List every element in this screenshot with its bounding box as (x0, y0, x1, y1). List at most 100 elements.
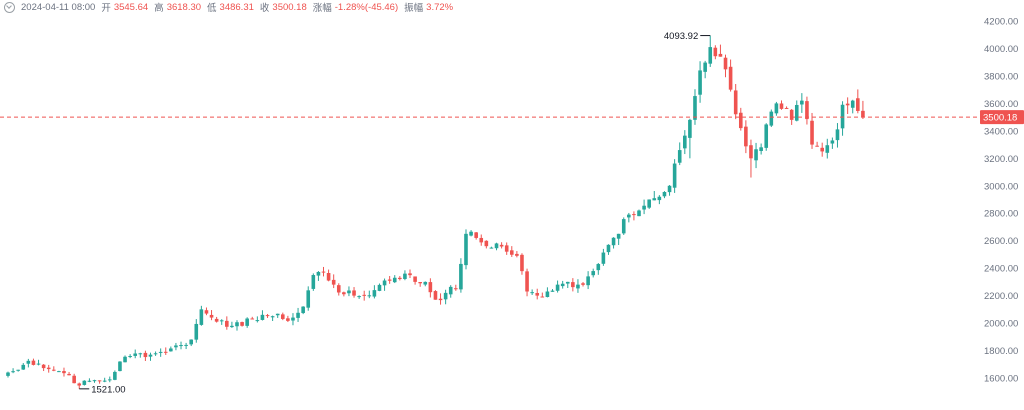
candle-body (830, 140, 835, 144)
candle-body (479, 237, 484, 243)
candle-body (627, 214, 631, 218)
candle-body (301, 306, 305, 314)
legend-amplitude-label: 振幅 (404, 3, 424, 14)
candle-body (46, 367, 51, 370)
candle-body (6, 372, 10, 376)
candle-body (637, 210, 641, 217)
candle-body (153, 353, 158, 355)
candle-body (474, 232, 478, 238)
candle-body (779, 103, 784, 109)
candle-body (82, 380, 87, 385)
current-price-tag (980, 110, 1024, 125)
candle-body (861, 110, 865, 118)
candle-body (540, 296, 545, 298)
candle-body (805, 101, 809, 120)
candle-body (769, 111, 774, 126)
candle-body (606, 244, 611, 253)
candle-body (621, 219, 626, 234)
candle-body (36, 363, 41, 365)
candle-body (591, 271, 596, 276)
candle-body (296, 312, 300, 318)
candle-body (169, 348, 173, 352)
candle-body (87, 380, 92, 382)
candle-body (596, 264, 601, 271)
candle-body (723, 57, 728, 70)
candle-body (113, 371, 117, 380)
candle-body (219, 320, 224, 322)
candle-body (11, 371, 15, 373)
candle-body (576, 284, 580, 289)
candle-body (31, 360, 36, 365)
candle-body (143, 352, 148, 358)
y-tick-label: 1600.00 (984, 374, 1018, 385)
candle-body (118, 361, 122, 372)
candle-body (489, 247, 494, 249)
candle-body (744, 126, 748, 147)
candle-body (642, 205, 646, 210)
candle-body (209, 314, 214, 318)
candle-body (683, 135, 687, 149)
candle-body (810, 120, 814, 145)
candle-body (245, 318, 249, 326)
candle-body (372, 290, 377, 297)
candle-body (57, 371, 61, 373)
candle-body (560, 283, 565, 287)
legend-open-value: 3545.64 (113, 1, 149, 13)
legend-low-label: 低 (207, 3, 217, 14)
candle-body (754, 149, 758, 161)
candle-body (62, 371, 66, 374)
y-tick-label: 3000.00 (984, 181, 1018, 192)
candle-body (174, 345, 178, 348)
candle-body (21, 364, 26, 370)
legend-high-value: 3618.30 (166, 1, 202, 13)
candle-body (698, 70, 702, 95)
candle-body (713, 47, 718, 57)
candle-body (382, 280, 387, 286)
candle-body (413, 276, 417, 282)
candle-body (433, 291, 438, 300)
candle-body (520, 254, 524, 272)
candle-body (688, 119, 692, 138)
candle-body (326, 273, 331, 281)
candle-body (459, 263, 463, 290)
y-tick-label: 2200.00 (984, 291, 1018, 302)
candle-body (504, 245, 509, 252)
candle-body (418, 282, 422, 284)
candle-body (179, 345, 183, 347)
candle-body (835, 129, 840, 141)
collapse-toggle-icon[interactable] (4, 1, 15, 13)
candle-body (708, 47, 713, 64)
candle-body (550, 290, 555, 292)
candle-body (647, 199, 651, 208)
candle-body (311, 275, 316, 289)
candle-body (255, 320, 260, 322)
candle-body (77, 383, 82, 386)
candle-body (260, 314, 265, 320)
y-tick-label: 3400.00 (984, 126, 1018, 137)
legend-amplitude-value: 3.72% (426, 1, 454, 13)
candle-body (428, 282, 433, 293)
candle-body (286, 318, 290, 321)
candle-body (677, 150, 682, 163)
candle-body (352, 290, 356, 296)
candle-body (51, 369, 56, 371)
candle-body (800, 100, 804, 105)
candle-body (123, 356, 127, 363)
y-tick-label: 1800.00 (984, 346, 1018, 357)
candle-body (230, 325, 234, 328)
candle-body (672, 163, 677, 188)
candle-body (128, 356, 132, 358)
candle-body (265, 315, 270, 317)
candle-body (657, 196, 662, 201)
candle-body (825, 145, 830, 153)
candle-body (92, 380, 97, 382)
candle-body (377, 284, 382, 291)
candle-body (581, 283, 585, 285)
candle-body (693, 96, 697, 120)
y-tick-label: 4200.00 (984, 17, 1018, 28)
candle-body (148, 354, 153, 357)
candle-body (423, 281, 428, 285)
candle-body (41, 364, 46, 369)
